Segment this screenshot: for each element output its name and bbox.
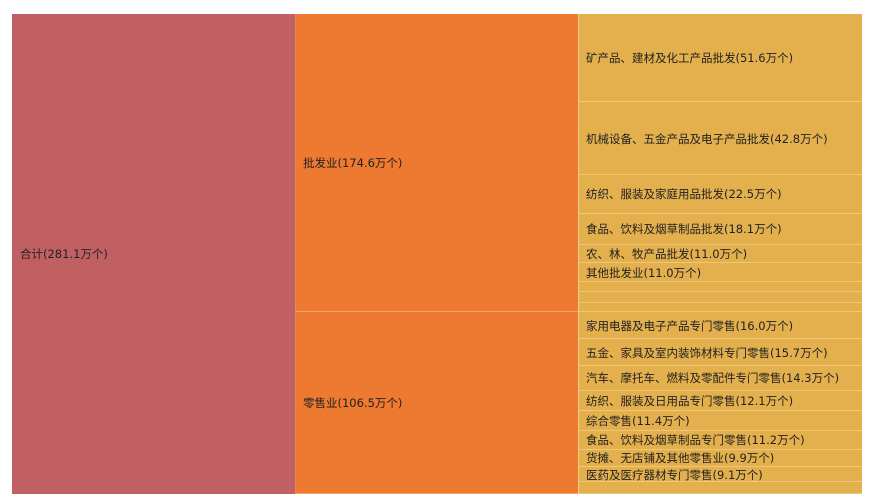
icicle-leaf-0-2[interactable] xyxy=(578,175,862,214)
icicle-leaf-1-2[interactable] xyxy=(578,366,862,391)
icicle-leaf-0-8[interactable] xyxy=(578,302,862,313)
icicle-leaf-0-5[interactable] xyxy=(578,263,862,283)
icicle-leaf-0-4[interactable] xyxy=(578,244,862,264)
icicle-leaf-1-1[interactable] xyxy=(578,339,862,367)
icicle-leaf-1-0[interactable] xyxy=(578,312,862,340)
icicle-leaf-0-6[interactable] xyxy=(578,282,862,293)
icicle-chart: 合计(281.1万个) 批发业(174.6万个) 矿产品、建材及化工产品批发(51.… xyxy=(12,14,862,494)
icicle-leaf-1-5[interactable] xyxy=(578,430,862,450)
icicle-root[interactable] xyxy=(12,14,295,494)
icicle-leaf-1-8[interactable] xyxy=(578,482,862,494)
icicle-leaf-1-3[interactable] xyxy=(578,390,862,412)
icicle-leaf-1-4[interactable] xyxy=(578,411,862,431)
icicle-group-1[interactable] xyxy=(295,312,578,494)
icicle-leaf-0-7[interactable] xyxy=(578,292,862,303)
icicle-group-0[interactable] xyxy=(295,14,578,313)
icicle-leaf-0-3[interactable] xyxy=(578,213,862,245)
icicle-leaf-0-0[interactable] xyxy=(578,14,862,103)
icicle-leaf-0-1[interactable] xyxy=(578,102,862,176)
icicle-leaf-1-6[interactable] xyxy=(578,449,862,467)
icicle-leaf-1-7[interactable] xyxy=(578,466,862,483)
